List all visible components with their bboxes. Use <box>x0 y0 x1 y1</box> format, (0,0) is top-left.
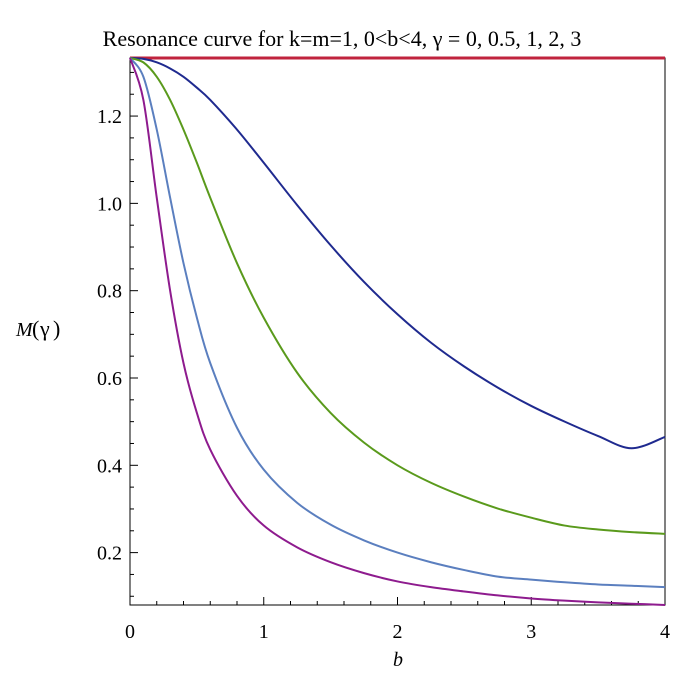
y-axis-label: M ( γ ) <box>15 316 60 341</box>
x-axis-ticks: 0 1 2 3 4 <box>125 597 670 643</box>
series-lines <box>129 56 666 606</box>
x-tick-label: 2 <box>393 621 403 643</box>
series-line-3 <box>129 57 666 535</box>
y-tick-label: 1.2 <box>97 106 122 128</box>
x-axis-label: b <box>393 649 403 671</box>
y-tick-label: 0.8 <box>97 281 122 303</box>
series-line-2 <box>129 57 666 450</box>
y-tick-label: 0.2 <box>97 543 122 565</box>
y-axis-label-open-paren: ( <box>32 316 39 341</box>
y-axis-label-arg: γ <box>39 316 50 341</box>
x-tick-label: 1 <box>259 621 269 643</box>
y-axis-ticks: 0.2 0.4 0.6 0.8 1.0 1.2 <box>97 71 138 597</box>
plot-border <box>129 57 666 606</box>
x-tick-label: 0 <box>125 621 135 643</box>
y-axis-label-func: M <box>15 319 34 341</box>
chart-title: Resonance curve for k=m=1, 0<b<4, γ = 0,… <box>103 26 582 51</box>
y-tick-label: 1.0 <box>97 193 122 215</box>
y-axis-label-close-paren: ) <box>53 316 60 341</box>
series-line-4 <box>129 57 666 589</box>
y-tick-label: 0.6 <box>97 368 122 390</box>
plot-frame <box>129 57 666 606</box>
x-tick-label: 4 <box>660 621 670 643</box>
y-tick-label: 0.4 <box>97 455 122 477</box>
x-tick-label: 3 <box>526 621 536 643</box>
series-line-5 <box>129 57 666 606</box>
